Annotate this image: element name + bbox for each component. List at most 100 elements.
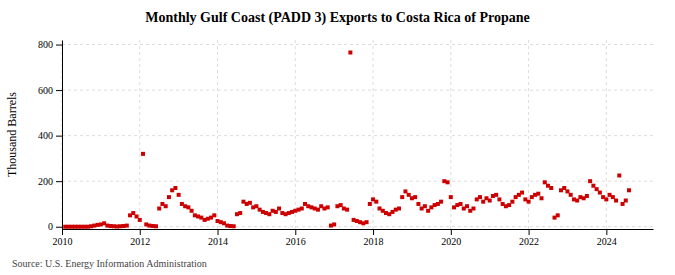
- point: [267, 212, 271, 216]
- point: [345, 208, 349, 212]
- point: [423, 204, 427, 208]
- point: [507, 203, 511, 207]
- tick: 2016: [286, 229, 306, 247]
- title: Monthly Gulf Coast (PADD 3) Exports to C…: [145, 10, 529, 26]
- point: [190, 209, 194, 213]
- tick-mark: [56, 136, 62, 137]
- point: [591, 184, 595, 188]
- point: [254, 204, 258, 208]
- tick: 2022: [519, 229, 539, 247]
- tick-mark: [56, 227, 62, 228]
- tick-label: 200: [38, 176, 53, 187]
- point: [481, 200, 485, 204]
- point: [400, 195, 404, 199]
- tick: 800: [38, 39, 62, 50]
- point: [374, 200, 378, 204]
- point: [617, 173, 621, 177]
- point: [527, 200, 531, 204]
- chart: 2010 2012 2014 2016 2018 2020 2022 2024 0 200 400 6…: [0, 0, 675, 275]
- point: [426, 209, 430, 213]
- tick-mark: [295, 229, 296, 235]
- point: [368, 202, 372, 206]
- point: [248, 201, 252, 205]
- point: [540, 196, 544, 200]
- point: [141, 152, 145, 156]
- y-axis-title: Thousand Barrels: [5, 92, 19, 177]
- point: [604, 197, 608, 201]
- tick-mark: [529, 229, 530, 235]
- point: [520, 191, 524, 195]
- tick-label: 2020: [441, 236, 461, 247]
- tick-mark: [218, 229, 219, 235]
- point: [598, 191, 602, 195]
- tick-mark: [373, 229, 374, 235]
- tick-label: 2024: [597, 236, 617, 247]
- point: [478, 195, 482, 199]
- point: [397, 207, 401, 211]
- plot-area: 2010 2012 2014 2016 2018 2020 2022 2024 0 200 400 6…: [38, 39, 654, 247]
- point: [465, 204, 469, 208]
- point: [332, 222, 336, 226]
- point: [316, 208, 320, 212]
- x-axis: 2010 2012 2014 2016 2018 2020 2022 2024: [53, 229, 654, 247]
- point: [365, 220, 369, 224]
- point: [439, 200, 443, 204]
- tick: 2018: [364, 229, 384, 247]
- point: [238, 211, 242, 215]
- points: [63, 51, 631, 229]
- point: [416, 202, 420, 206]
- tick: 400: [38, 130, 62, 141]
- grid-line-y: [62, 44, 653, 45]
- tick-label: 2010: [53, 236, 73, 247]
- grid-line-x: [62, 40, 63, 229]
- point: [585, 194, 589, 198]
- axis-line: [63, 229, 654, 230]
- point: [611, 195, 615, 199]
- point: [575, 199, 579, 203]
- tick: 200: [38, 176, 62, 187]
- tick-mark: [56, 181, 62, 182]
- point: [459, 202, 463, 206]
- point: [135, 214, 139, 218]
- point: [138, 218, 142, 222]
- point: [488, 199, 492, 203]
- tick-mark: [451, 229, 452, 235]
- point: [232, 224, 236, 228]
- point: [624, 199, 628, 203]
- tick-mark: [56, 90, 62, 91]
- point: [167, 195, 171, 199]
- point: [471, 207, 475, 211]
- tick: 2020: [441, 229, 461, 247]
- point: [497, 197, 501, 201]
- point: [562, 186, 566, 190]
- point: [173, 186, 177, 190]
- point: [556, 213, 560, 217]
- tick-label: 0: [48, 221, 53, 232]
- tick: 0: [48, 221, 62, 232]
- point: [413, 195, 417, 199]
- grid-line-x: [450, 40, 451, 229]
- point: [125, 224, 129, 228]
- source: Source: U.S. Energy Information Administ…: [12, 258, 207, 269]
- tick-label: 2014: [208, 236, 228, 247]
- point: [494, 193, 498, 197]
- tick-label: 2016: [286, 236, 306, 247]
- tick-label: 600: [38, 85, 53, 96]
- grid-line-y: [62, 181, 653, 182]
- point: [536, 192, 540, 196]
- point: [614, 199, 618, 203]
- point: [277, 207, 281, 211]
- grid: [62, 40, 653, 229]
- tick-mark: [56, 45, 62, 46]
- tick-label: 2018: [364, 236, 384, 247]
- point: [164, 204, 168, 208]
- point: [627, 188, 631, 192]
- point: [212, 213, 216, 217]
- tick-mark: [606, 229, 607, 235]
- point: [326, 205, 330, 209]
- tick: 2010: [53, 229, 73, 247]
- grid-line-y: [62, 135, 653, 136]
- tick-mark: [140, 229, 141, 235]
- tick: 2012: [130, 229, 150, 247]
- grid-line-y: [62, 90, 653, 91]
